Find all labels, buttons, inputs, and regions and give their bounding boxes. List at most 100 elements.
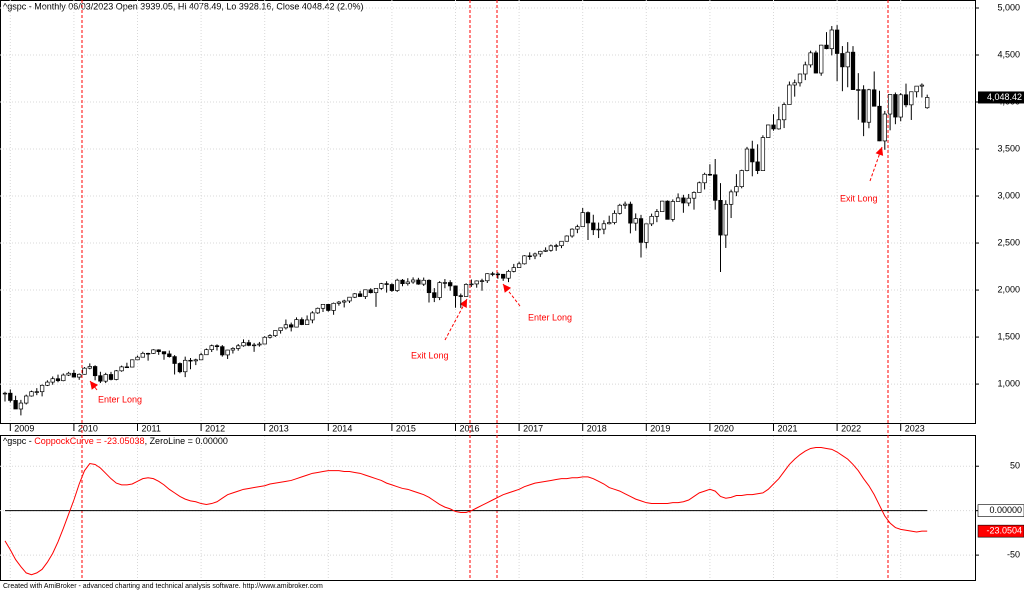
y-tick-label: 4,500 — [997, 49, 1020, 59]
indicator-legend: ^gspc - CoppockCurve = -23.05038, ZeroLi… — [3, 436, 228, 446]
candle-body — [198, 354, 204, 361]
candle-body — [167, 353, 172, 357]
candle-body — [691, 192, 697, 199]
candle-body — [156, 349, 161, 352]
candle-body — [34, 391, 39, 393]
candle-body — [363, 289, 368, 297]
candle-body — [575, 226, 580, 230]
candle-body — [214, 345, 220, 348]
candle-body — [13, 400, 18, 410]
candle-body — [856, 89, 861, 91]
value-label: 0.00000 — [989, 505, 1022, 515]
candle-body — [675, 197, 681, 202]
candle-body — [543, 249, 548, 252]
candle-body — [448, 282, 453, 287]
candle-body — [82, 367, 87, 375]
candle-body — [183, 359, 188, 373]
arrow-head — [459, 299, 467, 308]
candle-body — [193, 359, 198, 362]
candle-body — [670, 201, 675, 220]
candle-body — [151, 349, 156, 354]
candle-body — [713, 174, 718, 201]
candle-body — [792, 82, 797, 86]
candle-body — [824, 44, 829, 50]
candle-body — [373, 288, 379, 294]
candle-body — [357, 293, 363, 297]
candle-body — [225, 349, 230, 356]
candle-body — [495, 273, 501, 276]
candle-body — [416, 279, 421, 285]
candle-body — [601, 223, 607, 230]
candle-body — [877, 105, 882, 142]
y-tick-label: 3,500 — [997, 143, 1020, 153]
candle-body — [516, 263, 522, 268]
candle-body — [649, 215, 654, 225]
candle-body — [490, 273, 495, 275]
candle-body — [506, 270, 511, 279]
candle-body — [331, 302, 336, 311]
arrow-head — [90, 381, 99, 390]
candle-body — [2, 392, 8, 395]
x-tick-label: 2011 — [142, 423, 161, 433]
candle-body — [204, 349, 209, 356]
candle-body — [437, 282, 442, 298]
candle-body — [797, 73, 803, 84]
candle-body — [347, 296, 352, 302]
candle-body — [384, 283, 389, 285]
footer: Created with AmiBroker - advanced charti… — [3, 583, 323, 590]
candle-body — [887, 94, 893, 115]
candle-body — [681, 197, 686, 204]
candle-body — [246, 342, 251, 346]
value-label-box — [977, 524, 1024, 538]
annotation-arrow — [444, 298, 468, 341]
candle-body — [177, 363, 183, 373]
y-tick-label: 2,500 — [997, 237, 1020, 247]
candle-body — [834, 29, 840, 54]
candle-body — [299, 319, 304, 325]
x-tick-label: 2010 — [78, 423, 98, 433]
candle-body — [389, 284, 395, 291]
legend-part: ^gspc - — [3, 436, 34, 446]
value-label: -23.0504 — [986, 526, 1022, 536]
candle-body — [29, 391, 34, 397]
candle-body — [776, 119, 781, 130]
candle-body — [781, 104, 787, 121]
candle-body — [98, 375, 103, 382]
candle-body — [209, 345, 214, 351]
candle-body — [479, 280, 485, 282]
price-panel — [0, 0, 976, 424]
arrow-head — [875, 147, 884, 156]
candle-body — [554, 245, 559, 247]
candle-body — [485, 273, 490, 282]
legend-part: CoppockCurve = -23.05038 — [34, 436, 144, 446]
candle-body — [442, 282, 448, 284]
candle-body — [734, 186, 739, 193]
candle-body — [903, 94, 909, 106]
candle-body — [591, 222, 596, 231]
candle-body — [92, 366, 98, 377]
candle-body — [432, 292, 437, 298]
candle-body — [638, 218, 644, 243]
annotation: Exit Long — [840, 193, 878, 203]
x-tick-label: 2009 — [14, 423, 34, 433]
candle-body — [893, 94, 898, 118]
candle-body — [755, 161, 760, 171]
candle-body — [469, 283, 474, 286]
candle-body — [660, 200, 665, 212]
candle-body — [607, 222, 612, 225]
candle-body — [220, 346, 225, 356]
annotation: Enter Long — [98, 394, 142, 404]
x-tick-label: 2017 — [523, 423, 543, 433]
candle-body — [124, 366, 130, 369]
price-title: ^gspc - Monthly 06/03/2023 Open 3939.05,… — [3, 1, 363, 11]
candle-body — [511, 267, 516, 272]
candle-body — [24, 395, 29, 404]
candle-body — [8, 392, 13, 401]
candle-body — [315, 307, 320, 314]
candle-body — [665, 200, 670, 220]
candle-body — [538, 250, 543, 255]
candle-body — [919, 84, 925, 87]
candle-body — [697, 182, 702, 193]
candle-body — [251, 344, 257, 347]
